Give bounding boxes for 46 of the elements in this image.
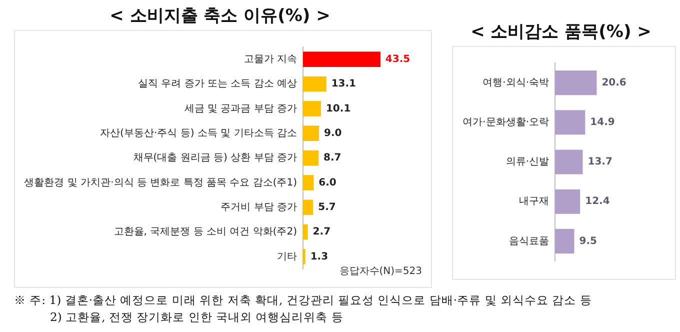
data-label: 13.1 xyxy=(331,78,356,90)
y-tick-label: 의류·신발 xyxy=(506,156,549,168)
y-tick-label: 자산(부동산·주식 등) 소득 및 기타소득 감소 xyxy=(100,128,297,139)
bar xyxy=(555,70,597,96)
bar xyxy=(303,101,321,116)
data-label: 9.0 xyxy=(324,128,342,139)
y-tick-label: 세금 및 공과금 부담 증가 xyxy=(184,103,297,114)
bar xyxy=(303,76,326,92)
y-tick-label: 실직 우려 증가 또는 소득 감소 예상 xyxy=(138,78,297,90)
data-label: 20.6 xyxy=(602,77,626,88)
y-tick-label: 여가·문화생활·오락 xyxy=(462,116,549,128)
y-tick-label: 내구재 xyxy=(519,196,549,208)
y-tick-label: 기타 xyxy=(277,251,297,262)
chart-title: < 소비지출 축소 이유(%) > xyxy=(108,5,332,27)
annotation: 응답자수(N)=523 xyxy=(339,265,422,278)
y-tick-label: 생활환경 및 가치관·의식 등 변화로 특정 품목 수요 감소(주1) xyxy=(24,177,298,188)
bar xyxy=(303,224,308,240)
bar xyxy=(555,189,580,214)
data-label: 9.5 xyxy=(579,236,597,247)
bar xyxy=(555,228,574,254)
data-label: 8.7 xyxy=(323,152,342,164)
data-label: 12.4 xyxy=(585,196,610,208)
bar xyxy=(303,175,314,190)
bar xyxy=(303,52,380,67)
data-label: 10.1 xyxy=(326,103,351,114)
chart-title: < 소비감소 품목(%) > xyxy=(470,21,652,43)
data-label: 5.7 xyxy=(318,202,336,213)
bar xyxy=(303,150,318,166)
y-tick-label: 채무(대출 원리금 등) 상환 부담 증가 xyxy=(133,152,297,164)
y-tick-label: 고물가 지속 xyxy=(244,54,297,65)
y-tick-label: 주거비 부담 증가 xyxy=(220,202,297,213)
data-label: 2.7 xyxy=(312,226,331,238)
data-label: 14.9 xyxy=(590,116,615,128)
data-label: 43.5 xyxy=(385,54,410,65)
data-label: 1.3 xyxy=(310,251,328,262)
bar xyxy=(555,150,583,174)
bar xyxy=(555,110,586,135)
data-label: 6.0 xyxy=(318,177,336,188)
data-label: 13.7 xyxy=(588,156,612,168)
text: ※ 주: 1) 결혼·출산 예정으로 미래 위한 저축 확대, 건강관리 필요성 인식으로 담배·주류 및 외식수요 감소 등 xyxy=(14,292,592,309)
bar xyxy=(303,126,320,141)
y-tick-label: 고환율, 국제분쟁 등 소비 여건 악화(주2) xyxy=(114,226,298,238)
bar xyxy=(303,200,314,215)
y-tick-label: 음식료품 xyxy=(509,236,549,247)
text: 2) 고환율, 전쟁 장기화로 인한 국내외 여행심리위축 등 xyxy=(49,309,344,326)
y-tick-label: 여행·외식·숙박 xyxy=(482,77,549,88)
